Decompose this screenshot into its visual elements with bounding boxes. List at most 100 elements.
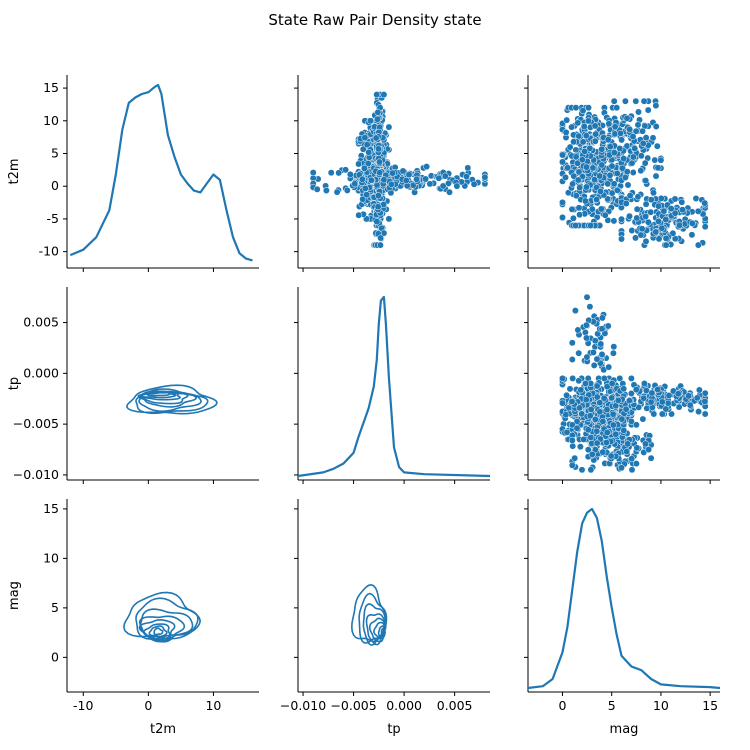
scatter-point xyxy=(582,396,590,404)
scatter-point xyxy=(669,229,677,237)
scatter-point xyxy=(568,421,576,429)
scatter-point xyxy=(622,200,630,207)
scatter-point xyxy=(695,408,703,416)
x-tick-label: 5 xyxy=(608,698,616,713)
scatter-point xyxy=(559,399,566,407)
panel-t2m-vs-t2m: -10 -5 0 5 10 15 t2m xyxy=(7,75,259,272)
scatter-point xyxy=(644,218,652,226)
scatter-point xyxy=(580,435,588,443)
scatter-point xyxy=(385,123,393,131)
scatter-point xyxy=(629,133,637,140)
scatter-point xyxy=(693,394,701,402)
x-tick-label: 0.000 xyxy=(386,698,422,713)
scatter-point xyxy=(564,164,572,172)
scatter-point xyxy=(645,446,653,454)
contour-level xyxy=(125,384,218,415)
scatter-point xyxy=(644,106,652,114)
scatter-point xyxy=(559,213,566,221)
scatter-point xyxy=(423,163,431,171)
x-tick-label: 10 xyxy=(653,698,669,713)
scatter-point xyxy=(361,134,369,142)
scatter-point xyxy=(642,440,649,448)
scatter-point xyxy=(651,156,659,164)
scatter-point xyxy=(617,129,624,137)
scatter-point xyxy=(569,214,577,222)
scatter-point xyxy=(695,386,703,394)
scatter-point xyxy=(694,207,702,215)
y-tick-label: 5 xyxy=(51,600,59,615)
scatter-point xyxy=(576,443,584,451)
scatter-point xyxy=(585,104,592,112)
scatter-point xyxy=(583,293,591,301)
scatter-point xyxy=(632,460,640,468)
scatter-point xyxy=(389,169,397,177)
scatter-point xyxy=(593,196,601,203)
scatter-point xyxy=(648,389,656,397)
scatter-point xyxy=(608,162,616,170)
scatter-point xyxy=(639,127,646,135)
density-line-tp xyxy=(297,295,491,478)
scatter-point xyxy=(610,149,618,157)
scatter-point xyxy=(599,448,607,456)
scatter-point xyxy=(624,181,632,189)
scatter-point xyxy=(582,132,590,140)
scatter-point xyxy=(562,173,569,181)
scatter-point xyxy=(647,398,655,406)
scatter-point xyxy=(374,203,382,211)
scatter-point xyxy=(588,205,596,213)
scatter-point xyxy=(664,399,672,407)
scatter-point xyxy=(568,398,576,406)
scatter-point xyxy=(581,197,589,205)
scatter-point xyxy=(701,397,709,405)
scatter-point xyxy=(620,385,628,393)
scatter-point xyxy=(351,180,359,188)
scatter-point xyxy=(633,205,641,213)
scatter-point xyxy=(662,234,670,242)
scatter-point xyxy=(376,169,384,177)
scatter-point xyxy=(593,382,601,390)
scatter-point xyxy=(660,207,668,215)
scatter-point xyxy=(627,374,635,382)
scatter-point xyxy=(632,234,639,242)
scatter-point xyxy=(652,123,660,130)
scatter-point xyxy=(413,175,421,183)
scatter-point xyxy=(593,427,601,435)
scatter-point xyxy=(572,222,580,229)
scatter-point xyxy=(582,380,589,387)
scatter-point xyxy=(578,466,586,474)
scatter-point xyxy=(563,391,571,399)
scatter-point xyxy=(620,155,628,163)
scatter-point xyxy=(598,161,606,169)
density-line-t2m xyxy=(69,83,253,262)
scatter-point xyxy=(618,464,625,472)
scatter-point xyxy=(568,356,576,363)
scatter-point xyxy=(583,334,590,342)
scatter-point xyxy=(634,121,642,129)
scatter-point xyxy=(402,177,410,184)
scatter-point xyxy=(671,195,679,203)
scatter-point xyxy=(441,172,449,180)
scatter-point xyxy=(372,134,380,142)
scatter-point xyxy=(622,405,630,413)
contour-level xyxy=(373,621,386,640)
scatter-point xyxy=(563,428,571,436)
scatter-point xyxy=(609,349,617,357)
scatter-point xyxy=(358,175,366,183)
scatter-point xyxy=(609,421,617,429)
scatter-point xyxy=(675,403,683,411)
contour-level xyxy=(368,617,386,643)
scatter-point xyxy=(380,176,388,184)
scatter-point xyxy=(662,216,670,224)
scatter-point xyxy=(575,132,583,140)
y-tick-label: 10 xyxy=(43,550,59,565)
y-tick-label: 15 xyxy=(43,501,59,516)
panel-mag-vs-t2m: -10 0 10 0 5 10 15 t2m mag xyxy=(7,499,259,737)
scatter-point xyxy=(598,350,606,358)
scatter-point xyxy=(597,205,605,213)
y-tick-label: −0.005 xyxy=(13,416,59,431)
scatter-point xyxy=(573,424,581,432)
scatter-point xyxy=(559,158,566,166)
scatter-point xyxy=(701,223,709,231)
scatter-point xyxy=(593,439,601,447)
scatter-point xyxy=(597,340,605,348)
